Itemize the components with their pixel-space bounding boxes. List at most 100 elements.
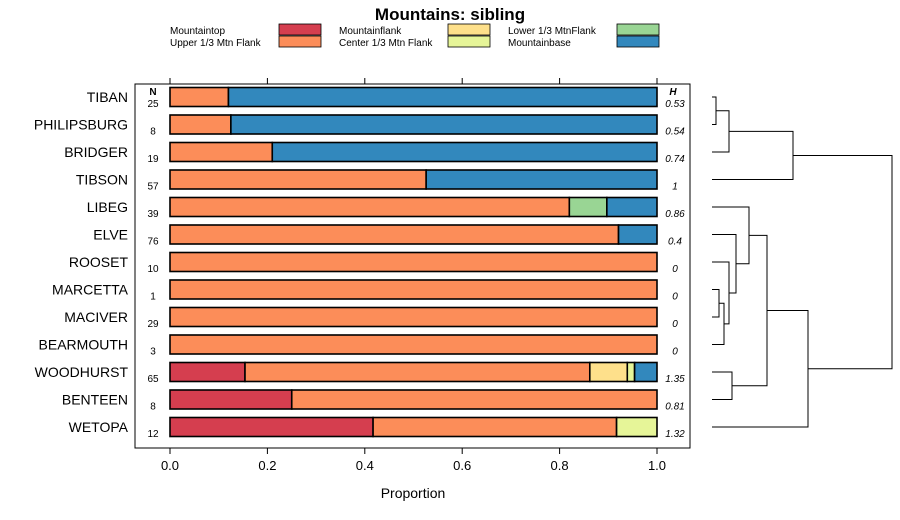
- site-label: WETOPA: [69, 419, 129, 435]
- site-label: BEARMOUTH: [39, 337, 128, 353]
- bar-segment-upper-1-3-mtn-flank: [169, 306, 658, 328]
- row-woodhurst: WOODHURST 65 1.35: [35, 361, 685, 385]
- n-value: 8: [150, 127, 156, 138]
- legend-swatch-upper-1-3-mtn-flank: [278, 35, 322, 48]
- x-tick-label: 0.6: [453, 458, 471, 473]
- bar-rows: TIBAN 25 0.53 PHILIPSBURG 8 0.54 BRIDGER 19 0.74…: [34, 86, 685, 440]
- n-value: 19: [147, 154, 159, 165]
- legend-swatch-mountaintop: [278, 23, 322, 36]
- bar-segment-center-1-3-mtn-flank: [615, 416, 658, 438]
- h-value: 0: [672, 292, 678, 303]
- n-value: 1: [150, 292, 156, 303]
- dendro-branch: [712, 110, 730, 153]
- x-axis-label: Proportion: [381, 485, 446, 501]
- h-value: 1.35: [665, 374, 685, 385]
- dendro-branch: [712, 234, 737, 294]
- bar-segment-upper-1-3-mtn-flank: [169, 279, 658, 300]
- legend-label-mountainflank: Mountainflank: [339, 26, 402, 37]
- row-marcetta: MARCETTA 1 0: [52, 279, 678, 303]
- bar-segment-mountainbase: [230, 114, 658, 135]
- dendro-branch: [712, 206, 750, 265]
- site-label: ELVE: [93, 227, 128, 243]
- site-label: WOODHURST: [35, 364, 129, 380]
- n-value: 57: [147, 182, 159, 193]
- site-label: TIBAN: [87, 89, 128, 105]
- dendro-branch: [712, 96, 717, 125]
- bar-segment-mountaintop: [169, 416, 374, 438]
- legend-label-mountaintop: Mountaintop: [170, 26, 225, 37]
- legend-swatch-center-1-3-mtn-flank: [447, 35, 491, 48]
- row-tiban: TIBAN 25 0.53: [87, 86, 685, 110]
- site-label: TIBSON: [76, 172, 128, 188]
- n-value: 3: [150, 347, 156, 358]
- chart-title: Mountains: sibling: [375, 5, 525, 24]
- bar-segment-upper-1-3-mtn-flank: [169, 141, 274, 163]
- legend-label-upper-1-3-mtn-flank: Upper 1/3 Mtn Flank: [170, 38, 262, 49]
- dendrogram: [712, 96, 893, 428]
- bar-segment-lower-1-3-mtnflank: [568, 196, 608, 218]
- x-tick-label: 0.4: [356, 458, 374, 473]
- dendro-root-branch: [793, 154, 893, 370]
- row-bearmouth: BEARMOUTH 3 0: [39, 334, 678, 358]
- n-value: 76: [147, 237, 159, 248]
- site-label: MARCETTA: [52, 282, 129, 298]
- bar-segment-center-1-3-mtn-flank: [626, 361, 636, 383]
- dendro-branch: [712, 261, 730, 325]
- bar-segment-upper-1-3-mtn-flank: [244, 361, 591, 383]
- h-value: 0: [672, 347, 678, 358]
- legend-label-mountainbase: Mountainbase: [508, 38, 571, 49]
- legend-swatch-mountainflank: [447, 23, 491, 36]
- row-elve: ELVE 76 0.4: [93, 224, 682, 248]
- h-column-header: H: [669, 87, 677, 98]
- site-label: MACIVER: [64, 309, 128, 325]
- x-tick-label: 0.2: [258, 458, 276, 473]
- bar-segment-upper-1-3-mtn-flank: [169, 196, 571, 218]
- dendro-branch: [712, 310, 809, 428]
- site-label: PHILIPSBURG: [34, 117, 128, 133]
- h-value: 0: [672, 319, 678, 330]
- h-value: 0.86: [665, 209, 685, 220]
- row-tibson: TIBSON 57 1: [76, 169, 678, 193]
- row-benteen: BENTEEN 8 0.81: [62, 389, 685, 413]
- bar-segment-upper-1-3-mtn-flank: [169, 169, 427, 190]
- dendro-branch: [712, 302, 725, 345]
- site-label: BRIDGER: [64, 144, 128, 160]
- bar-segment-mountainbase: [606, 196, 658, 218]
- row-wetopa: WETOPA 12 1.32: [69, 416, 685, 440]
- x-tick-label: 0.0: [161, 458, 179, 473]
- h-value: 0.81: [665, 402, 684, 413]
- bar-segment-upper-1-3-mtn-flank: [169, 86, 230, 108]
- bar-segment-upper-1-3-mtn-flank: [372, 416, 618, 438]
- h-value: 0.4: [668, 237, 682, 248]
- legend-swatch-lower-1-3-mtnflank: [616, 23, 660, 36]
- site-label: BENTEEN: [62, 392, 128, 408]
- bar-segment-upper-1-3-mtn-flank: [169, 251, 658, 273]
- site-label: ROOSET: [69, 254, 129, 270]
- bar-segment-upper-1-3-mtn-flank: [169, 224, 620, 245]
- n-value: 12: [147, 429, 159, 440]
- site-label: LIBEG: [87, 199, 128, 215]
- h-value: 1.32: [665, 429, 685, 440]
- bar-segment-mountainflank: [588, 361, 629, 383]
- bar-segment-mountaintop: [169, 361, 246, 383]
- dendro-branch: [712, 371, 733, 400]
- x-tick-label: 1.0: [648, 458, 666, 473]
- row-rooset: ROOSET 10 0: [69, 251, 678, 275]
- n-value: 29: [147, 319, 159, 330]
- row-bridger: BRIDGER 19 0.74: [64, 141, 685, 165]
- legend-swatch-mountainbase: [616, 35, 660, 48]
- legend-label-center-1-3-mtn-flank: Center 1/3 Mtn Flank: [339, 38, 433, 49]
- n-value: 25: [147, 99, 159, 110]
- h-value: 0.54: [665, 127, 685, 138]
- bar-segment-mountainbase: [617, 224, 658, 245]
- legend-label-lower-1-3-mtnflank: Lower 1/3 MtnFlank: [508, 26, 597, 37]
- bar-segment-mountainbase: [271, 141, 658, 163]
- dendro-branch: [712, 130, 794, 180]
- bar-segment-upper-1-3-mtn-flank: [169, 114, 232, 135]
- h-value: 1: [672, 182, 678, 193]
- h-value: 0.53: [665, 99, 685, 110]
- row-libeg: LIBEG 39 0.86: [87, 196, 685, 220]
- dendro-branch: [712, 289, 720, 318]
